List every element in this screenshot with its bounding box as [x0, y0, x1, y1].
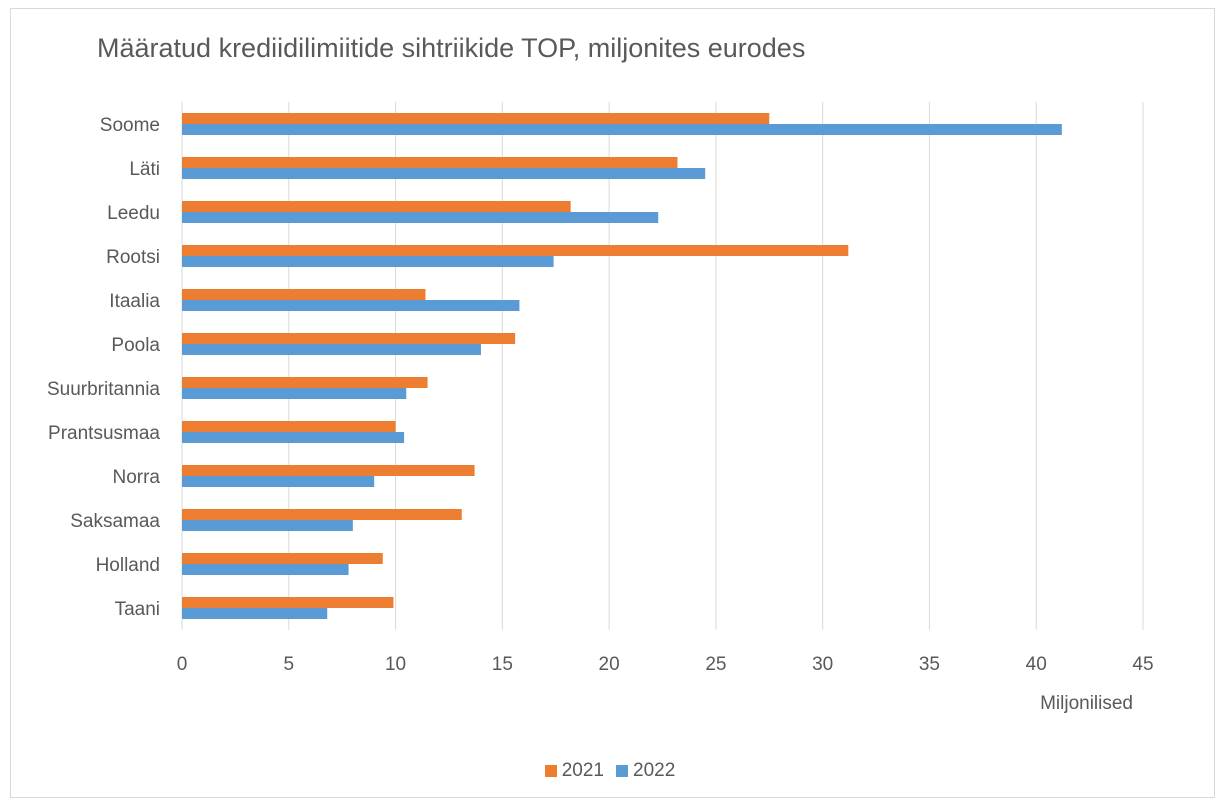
bar-2022-Soome	[182, 124, 1062, 135]
x-tick-label: 25	[705, 654, 726, 675]
category-labels: Soome Läti Leedu Rootsi Itaalia Poola Suurbrit…	[47, 115, 160, 620]
x-tick-label: 0	[177, 654, 188, 675]
x-tick-label: 45	[1132, 654, 1153, 675]
category-label: Läti	[129, 159, 160, 180]
bar-2021-Holland	[182, 553, 383, 564]
chart-title: Määratud krediidilimiitide sihtriikide T…	[97, 33, 806, 63]
bar-2022-Norra	[182, 476, 375, 487]
category-label: Norra	[112, 467, 160, 488]
category-label: Suurbritannia	[47, 379, 160, 400]
legend-swatch	[616, 765, 628, 777]
bar-2022-Prantsusmaa	[182, 432, 405, 443]
category-label: Soome	[100, 115, 160, 136]
category-label: Saksamaa	[70, 511, 160, 532]
legend-item-2022: 2022	[616, 760, 675, 782]
x-tick-label: 30	[812, 654, 833, 675]
bar-2022-Suurbritannia	[182, 388, 407, 399]
legend-label: 2022	[633, 760, 676, 781]
bar-2022-Leedu	[182, 212, 659, 223]
legend-swatch	[544, 765, 557, 777]
bar-2022-Poola	[182, 344, 481, 355]
x-tick-label: 10	[385, 654, 406, 675]
x-axis-title: Miljonilised	[1040, 693, 1133, 714]
category-label: Prantsusmaa	[48, 423, 160, 444]
gridlines	[181, 102, 1144, 630]
bar-2021-Suurbritannia	[182, 377, 428, 388]
bar-2021-Poola	[182, 333, 516, 344]
legend: 2021 2022	[0, 760, 1220, 783]
chart-frame	[10, 8, 1215, 798]
legend-label: 2021	[561, 760, 604, 781]
bar-2022-Rootsi	[182, 256, 554, 267]
bar-2021-Soome	[182, 113, 770, 124]
x-tick-labels: 0 5 10 15 20 25 30 35 40 45	[177, 654, 1154, 675]
bar-2021-Itaalia	[182, 289, 426, 300]
bar-2022-Holland	[182, 564, 349, 575]
x-tick-label: 40	[1026, 654, 1047, 675]
category-label: Holland	[96, 555, 160, 576]
x-tick-label: 20	[599, 654, 620, 675]
bar-2021-Saksamaa	[182, 509, 462, 520]
x-tick-label: 35	[919, 654, 940, 675]
category-label: Leedu	[107, 203, 160, 224]
category-label: Itaalia	[109, 291, 160, 312]
bar-2021-Prantsusmaa	[182, 421, 396, 432]
bar-2022-Taani	[182, 608, 328, 619]
category-label: Rootsi	[106, 247, 160, 268]
bar-2021-Norra	[182, 465, 475, 476]
bar-2022-Läti	[182, 168, 706, 179]
category-label: Poola	[111, 335, 160, 356]
x-tick-label: 15	[492, 654, 513, 675]
bar-2022-Itaalia	[182, 300, 520, 311]
bar-2021-Taani	[182, 597, 394, 608]
x-tick-label: 5	[283, 654, 294, 675]
bar-2021-Läti	[182, 157, 678, 168]
category-label: Taani	[115, 599, 160, 620]
bars	[182, 113, 1062, 619]
bar-2021-Rootsi	[182, 245, 849, 256]
bar-2021-Leedu	[182, 201, 571, 212]
legend-item-2021: 2021	[544, 760, 604, 782]
bar-2022-Saksamaa	[182, 520, 353, 531]
bar-chart-plot: Soome Läti Leedu Rootsi Itaalia Poola Suurbrit…	[47, 102, 1154, 714]
